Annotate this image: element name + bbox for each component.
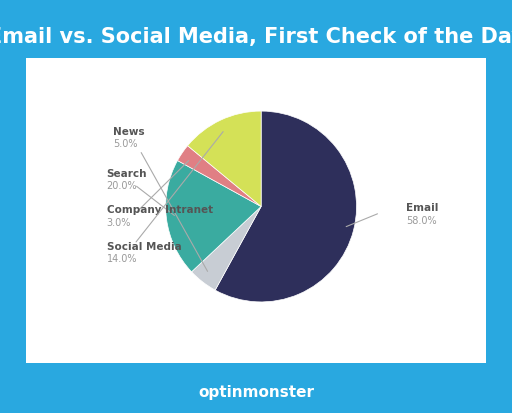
Text: Email vs. Social Media, First Check of the Day: Email vs. Social Media, First Check of t… (0, 27, 512, 47)
Text: 14.0%: 14.0% (106, 254, 137, 264)
Wedge shape (187, 111, 261, 206)
Text: 3.0%: 3.0% (106, 218, 131, 228)
FancyBboxPatch shape (7, 45, 505, 376)
Text: Email: Email (406, 204, 439, 214)
Text: News: News (113, 127, 145, 137)
Wedge shape (178, 146, 261, 206)
Text: 58.0%: 58.0% (406, 216, 437, 226)
Wedge shape (191, 206, 261, 290)
Text: optinmonster: optinmonster (198, 385, 314, 400)
Text: Social Media: Social Media (106, 242, 181, 252)
Text: Company Intranet: Company Intranet (106, 205, 212, 215)
Text: Search: Search (106, 169, 147, 179)
Wedge shape (166, 161, 261, 272)
Wedge shape (215, 111, 356, 302)
Text: 5.0%: 5.0% (113, 140, 138, 150)
Text: 20.0%: 20.0% (106, 181, 137, 192)
